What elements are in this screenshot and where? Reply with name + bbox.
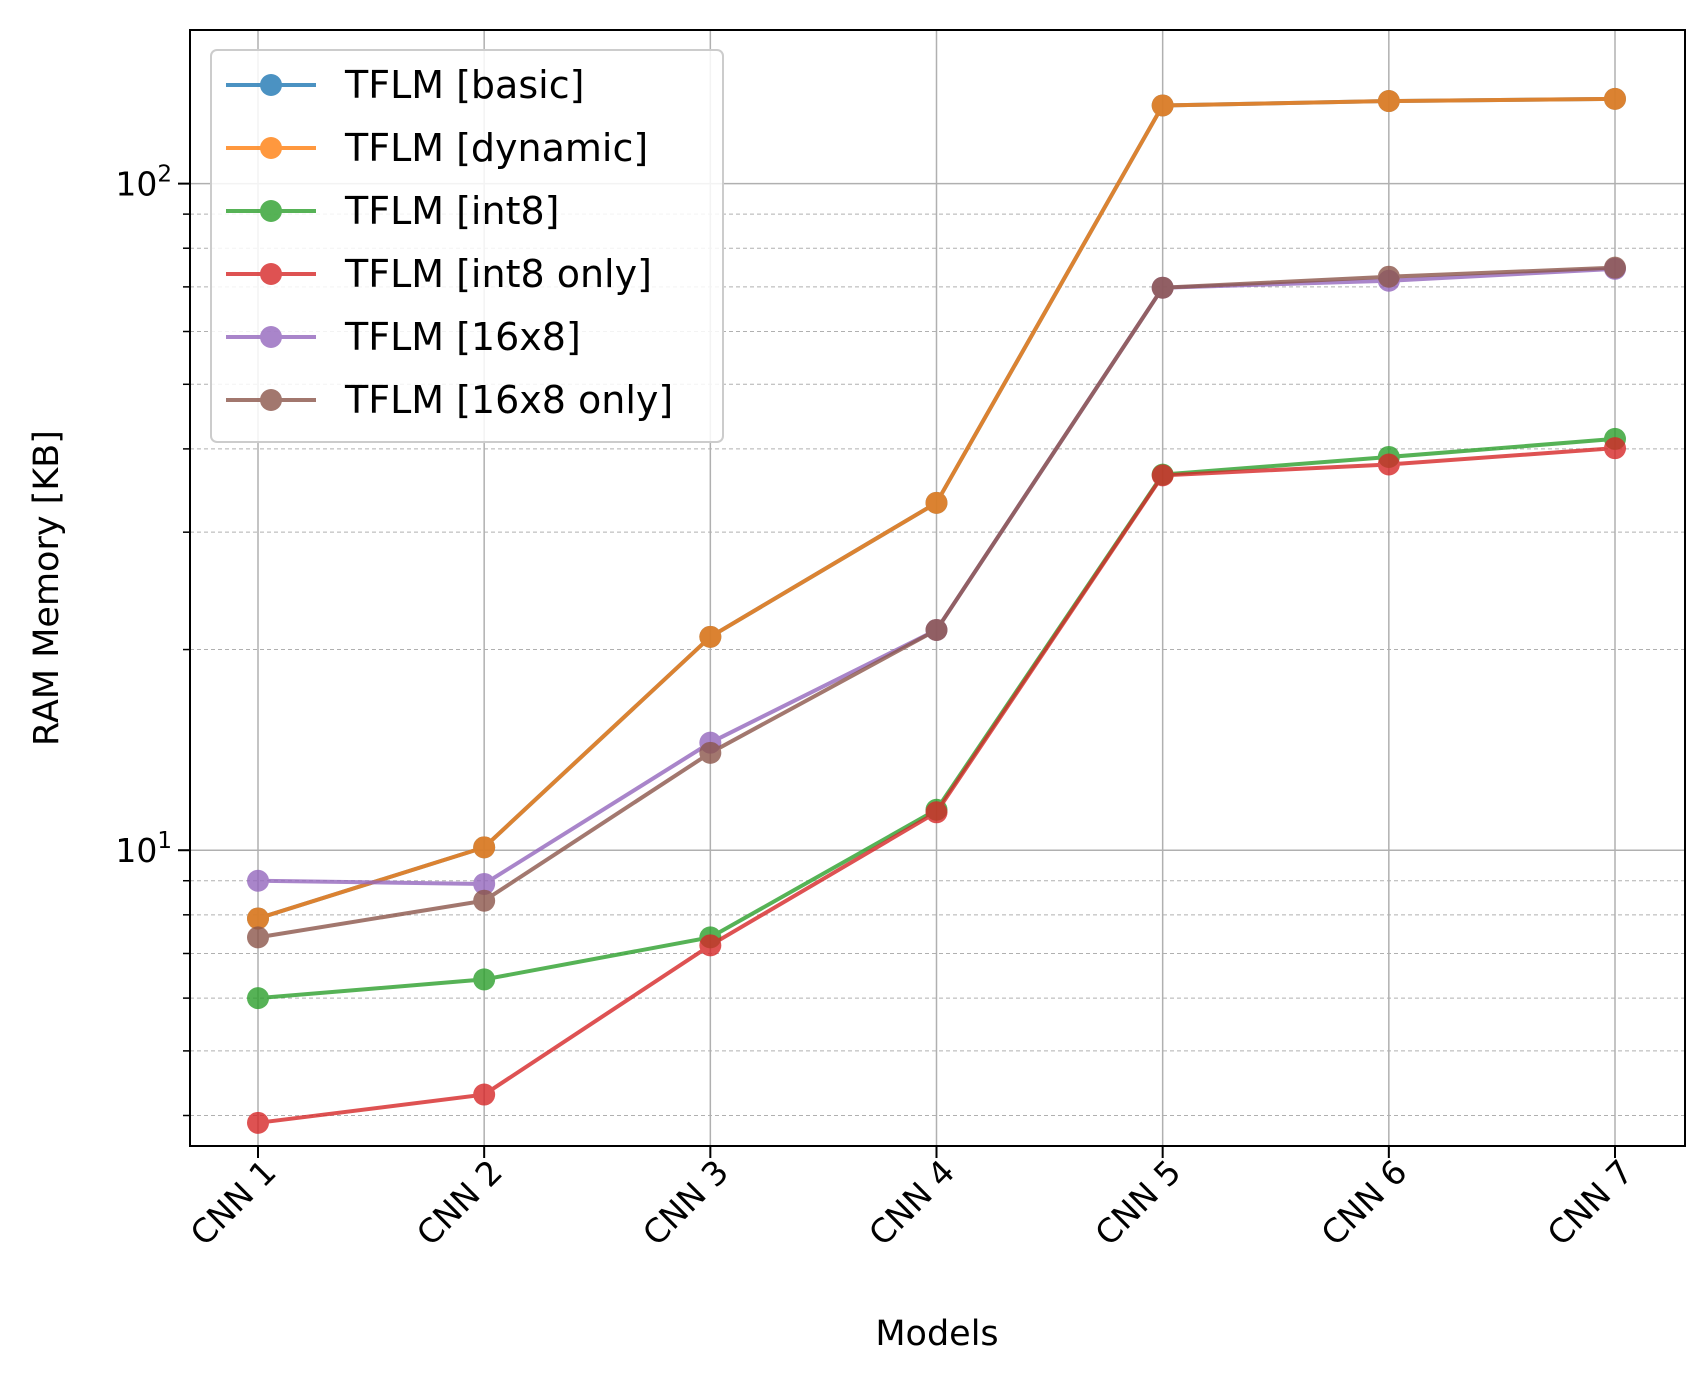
legend-entry: [226, 200, 316, 222]
y-tick-label: 102: [115, 162, 172, 204]
legend-marker: [260, 326, 282, 348]
legend-label: TFLM [dynamic]: [344, 126, 648, 170]
data-point: [473, 872, 496, 895]
x-axis: CNN 1 CNN 2 CNN 3 CNN 4 CNN 5 CNN 6 CNN 7: [183, 1146, 1641, 1253]
data-point: [247, 1111, 269, 1134]
data-point: [473, 836, 496, 859]
data-point: [1377, 453, 1400, 476]
data-point: [473, 889, 496, 912]
legend-marker: [260, 263, 282, 285]
series: [247, 437, 1626, 1134]
x-tick-label: CNN 1: [183, 1152, 284, 1253]
y-axis-label: RAM Memory [KB]: [27, 430, 67, 746]
legend-marker: [260, 137, 282, 159]
series-lines: [247, 87, 1626, 1134]
data-point: [1604, 87, 1626, 110]
data-point: [925, 618, 948, 641]
data-point: [699, 625, 722, 648]
legend-entry: [226, 137, 316, 159]
x-tick-label: CNN 5: [1087, 1152, 1188, 1253]
x-axis-label: Models: [875, 1314, 998, 1354]
x-tick-label: CNN 7: [1540, 1152, 1641, 1253]
legend: TFLM [basic] TFLM [dynamic] TFLM [int8] TFL…: [210, 49, 724, 443]
legend-marker: [260, 74, 282, 96]
data-point: [473, 1083, 496, 1106]
legend-marker: [260, 389, 282, 411]
data-point: [1604, 437, 1626, 460]
data-point: [1151, 464, 1174, 487]
data-point: [247, 987, 269, 1010]
legend-marker: [260, 200, 282, 222]
x-tick-label: CNN 6: [1313, 1152, 1414, 1253]
legend-box: [210, 49, 724, 443]
series: [247, 87, 1626, 930]
legend-label: TFLM [int8 only]: [344, 252, 652, 296]
legend-entry: [226, 326, 316, 348]
x-tick-label: CNN 3: [635, 1152, 736, 1253]
legend-label: TFLM [int8]: [344, 189, 559, 233]
data-point: [1377, 90, 1400, 113]
data-point: [247, 907, 269, 930]
data-point: [1151, 276, 1174, 299]
data-point: [925, 491, 948, 514]
data-point: [247, 926, 269, 949]
legend-entry: [226, 263, 316, 285]
y-axis: 101 102: [115, 162, 190, 1117]
data-point: [1151, 94, 1174, 117]
data-point: [247, 869, 269, 892]
data-point: [473, 968, 496, 991]
y-tick-label: 101: [115, 828, 172, 870]
series: [247, 256, 1626, 949]
data-point: [699, 934, 722, 957]
legend-label: TFLM [16x8]: [344, 315, 581, 359]
x-tick-label: CNN 2: [409, 1152, 510, 1253]
legend-entry: [226, 74, 316, 96]
legend-entry: [226, 389, 316, 411]
legend-label: TFLM [16x8 only]: [344, 378, 673, 422]
legend-label: TFLM [basic]: [344, 63, 584, 107]
data-point: [1377, 265, 1400, 288]
data-point: [699, 741, 722, 764]
x-tick-label: CNN 4: [861, 1152, 962, 1253]
data-point: [1604, 256, 1626, 279]
data-point: [925, 801, 948, 824]
